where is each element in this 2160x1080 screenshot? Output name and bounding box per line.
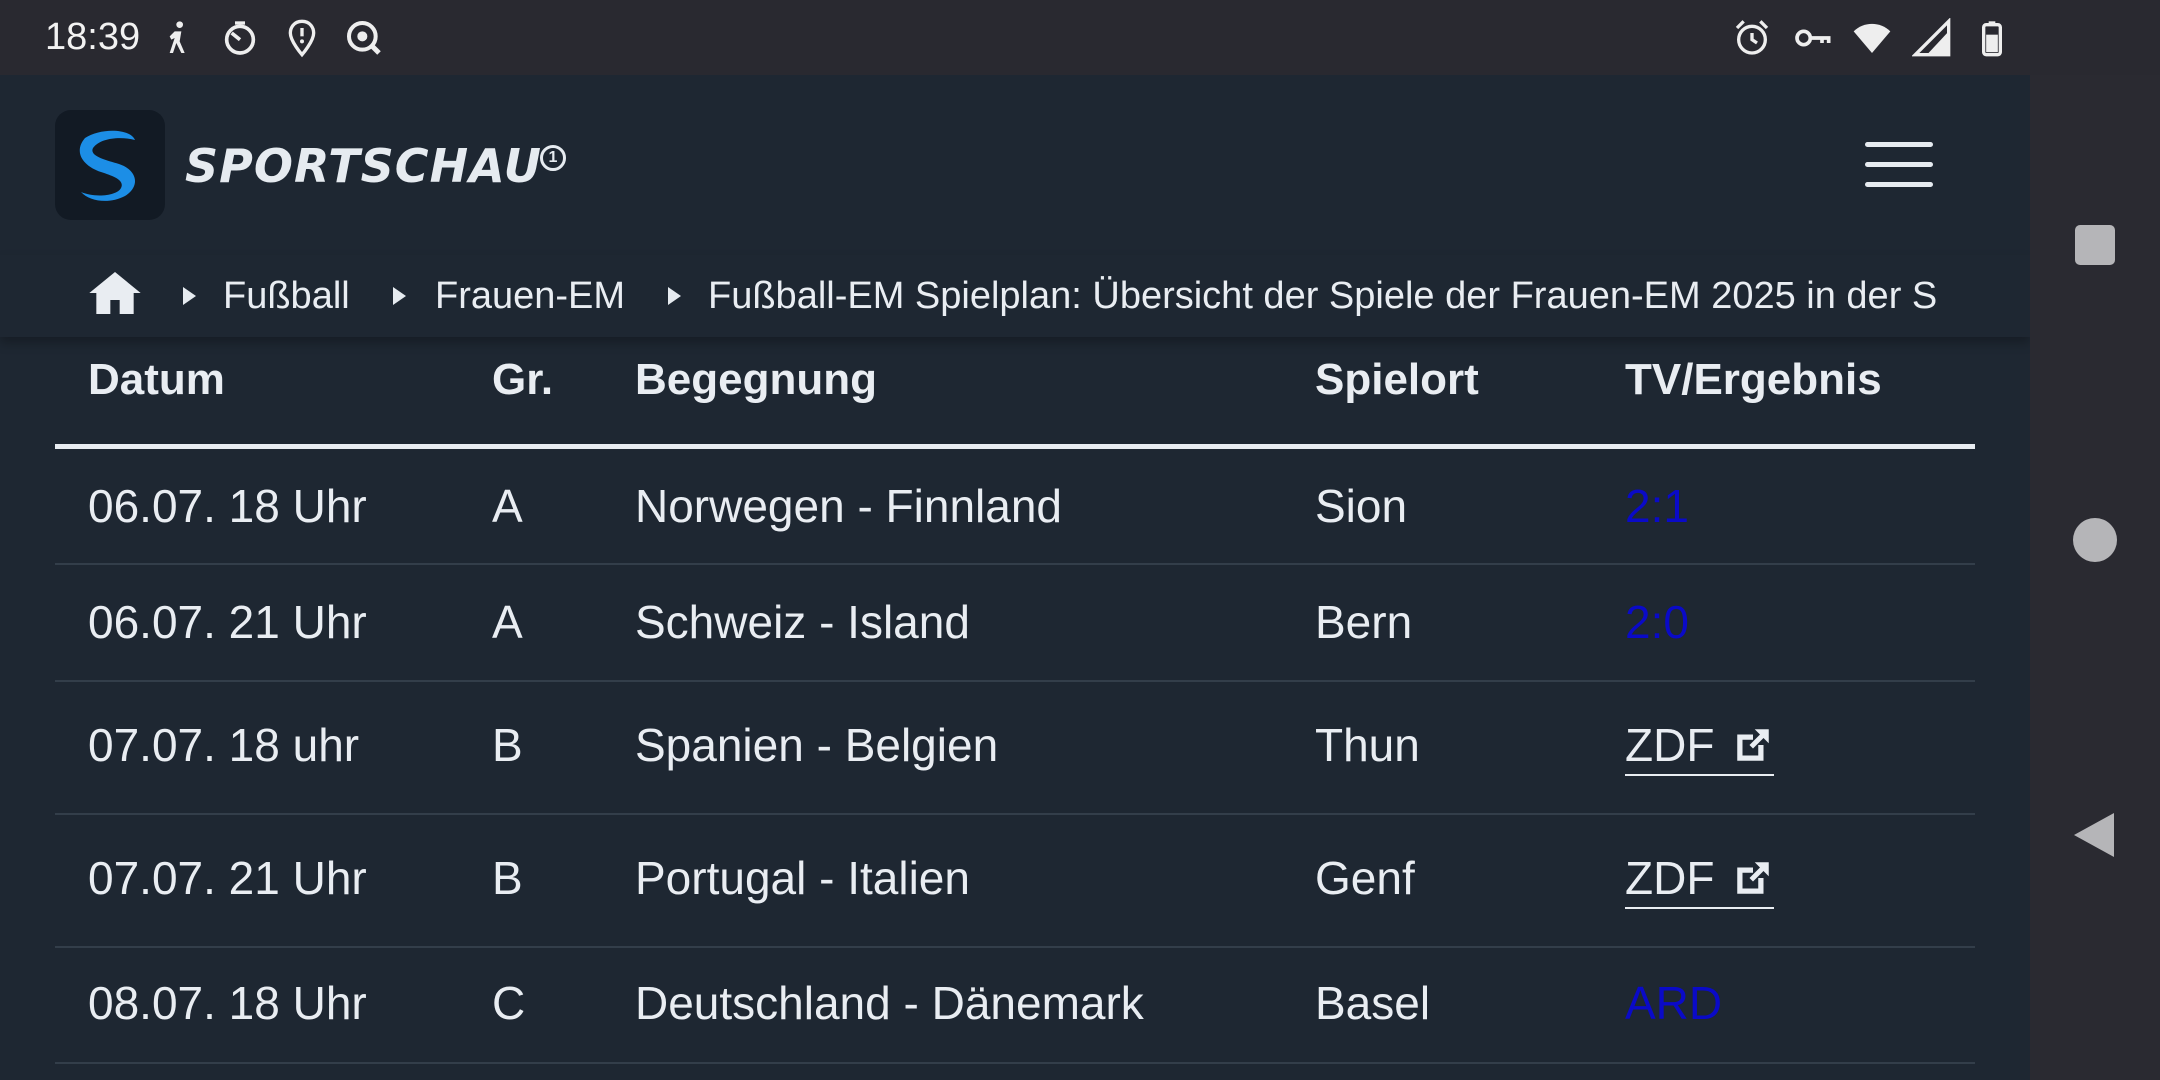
result-link[interactable]: 2:0 [1625,596,1689,648]
walking-icon [169,21,185,53]
status-bar: 18:39 [0,0,2160,75]
breadcrumb: Fußball Frauen-EM Fußball-EM Spielplan: … [0,255,2030,337]
breadcrumb-separator-icon [668,287,681,305]
breadcrumb-separator-icon [393,287,406,305]
cell-match: Spanien - Belgien [635,719,999,771]
cell-venue: Basel [1315,977,1431,1029]
table-row: 07.07. 18 uhr B Spanien - Belgien Thun Z… [55,682,1975,815]
timer-icon [224,21,256,55]
breadcrumb-item-frauen-em[interactable]: Frauen-EM [435,275,626,317]
home-icon[interactable] [86,265,144,321]
cell-group: B [492,852,523,904]
cell-date: 06.07. 21 Uhr [88,596,367,648]
header-tv-ergebnis: TV/Ergebnis [1625,355,1882,404]
cell-group: C [492,977,526,1029]
cellular-signal-icon [1912,18,1951,57]
hamburger-menu-icon[interactable] [1865,140,1935,190]
site-header: SPORTSCHAU 1 [0,75,2030,255]
breadcrumb-item-fussball[interactable]: Fußball [223,275,350,317]
cell-venue: Genf [1315,852,1415,904]
cell-match: Norwegen - Finnland [635,480,1063,532]
home-button-icon[interactable] [2070,515,2120,565]
system-navigation-bar [2030,75,2160,1080]
web-page: SPORTSCHAU 1 Fußball Frauen-EM Fußball-E… [0,75,2030,1080]
table-row: 07.07. 21 Uhr B Portugal - Italien Genf … [55,815,1975,948]
sportschau-logo-icon[interactable] [55,110,165,220]
vpn-key-icon [1795,29,1831,47]
table-header-row: Datum Gr. Begegnung Spielort TV/Ergebnis [55,337,1975,449]
logo-s-icon [79,130,136,201]
cell-date: 06.07. 18 Uhr [88,480,367,532]
tv-link-ard[interactable]: ARD [1625,977,1723,1029]
result-link[interactable]: 2:1 [1625,480,1689,532]
search-badge-icon [347,21,381,55]
cell-date: 08.07. 18 Uhr [88,977,367,1029]
cell-group: B [492,719,523,771]
tv-link-zdf[interactable]: ZDF [1625,851,1775,909]
logo-text[interactable]: SPORTSCHAU [185,139,542,193]
ard-one-badge: 1 [540,145,566,171]
cell-match: Schweiz - Island [635,596,970,648]
alarm-icon [1735,20,1769,55]
header-begegnung: Begegnung [635,355,877,404]
breadcrumb-item-current: Fußball-EM Spielplan: Übersicht der Spie… [708,275,1938,317]
cell-venue: Bern [1315,596,1413,648]
wifi-icon [1853,23,1891,53]
status-left-icons [158,18,384,58]
tv-link-zdf[interactable]: ZDF [1625,718,1775,776]
header-spielort: Spielort [1315,355,1479,404]
cell-date: 07.07. 18 uhr [88,719,360,771]
cell-venue: Sion [1315,480,1408,532]
tv-link-label: ZDF [1625,719,1715,771]
battery-icon [1982,21,2002,57]
header-gruppe: Gr. [492,355,554,404]
cell-match: Portugal - Italien [635,852,970,904]
cell-date: 07.07. 21 Uhr [88,852,367,904]
cell-group: A [492,596,523,648]
table-row: 06.07. 21 Uhr A Schweiz - Island Bern 2:… [55,565,1975,682]
table-row: 06.07. 18 Uhr A Norwegen - Finnland Sion… [55,449,1975,565]
cell-venue: Thun [1315,719,1420,771]
cell-group: A [492,480,523,532]
header-datum: Datum [88,355,225,404]
back-icon[interactable] [2070,810,2120,860]
external-link-icon [1737,729,1770,761]
cell-match: Deutschland - Dänemark [635,977,1144,1029]
status-time: 18:39 [45,16,141,58]
table-row: 08.07. 18 Uhr C Deutschland - Dänemark B… [55,948,1975,1064]
status-right-icons [1732,18,2012,58]
recent-apps-icon[interactable] [2070,220,2120,270]
breadcrumb-separator-icon [183,287,196,305]
location-shield-icon [288,19,316,58]
external-link-icon [1737,862,1770,894]
tv-link-label: ZDF [1625,852,1715,904]
schedule-table: Datum Gr. Begegnung Spielort TV/Ergebnis… [55,337,1975,1064]
